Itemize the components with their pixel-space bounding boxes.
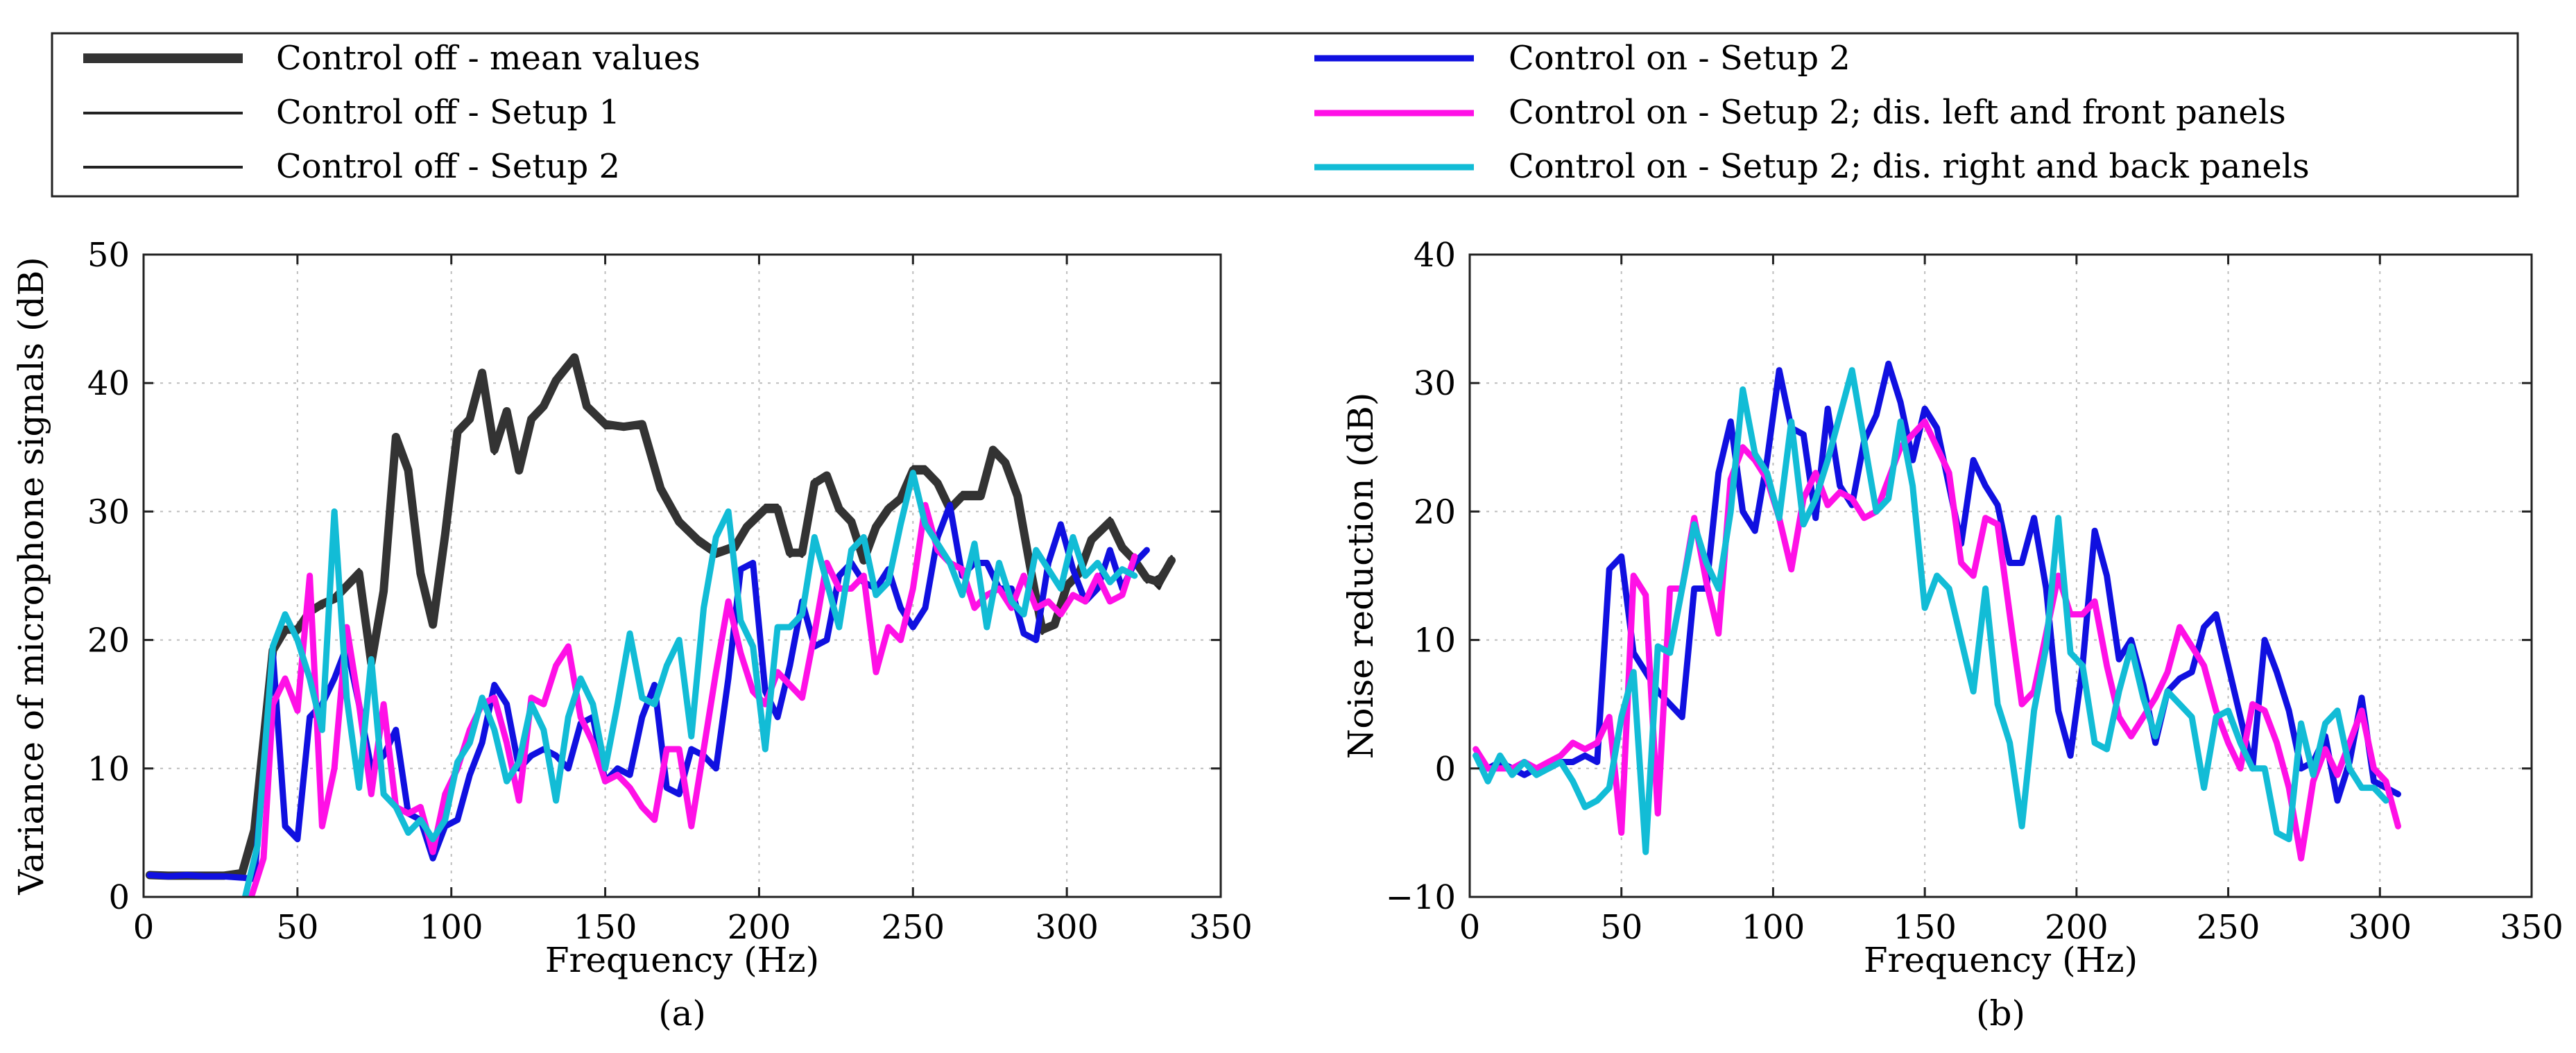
- x-tick-label: 350: [1189, 908, 1253, 947]
- x-tick-label: 50: [276, 908, 318, 947]
- plot-frame-a: [142, 253, 1222, 898]
- x-tick-label: 200: [728, 908, 791, 947]
- x-tick-label: 0: [1459, 908, 1481, 947]
- x-tick-label: 150: [574, 908, 637, 947]
- y-tick-label: 20: [87, 622, 130, 660]
- y-tick-label: 10: [1414, 622, 1456, 660]
- caption-a: (a): [658, 993, 706, 1034]
- caption-b: (b): [1976, 993, 2025, 1034]
- y-tick-label: 40: [87, 364, 130, 403]
- x-tick-label: 100: [1742, 908, 1805, 947]
- x-tick-label: 150: [1893, 908, 1957, 947]
- y-tick-label: 0: [1434, 750, 1456, 789]
- series-line-a-5: [241, 470, 1138, 897]
- grid-b: [1470, 255, 2532, 897]
- plot-frame-b: [1468, 253, 2533, 898]
- y-tick-label: 20: [1414, 493, 1456, 531]
- y-tick-label: 10: [87, 750, 130, 789]
- y-axis-label-b: Noise reduction (dB): [1341, 393, 1381, 760]
- x-tick-label: 0: [133, 908, 155, 947]
- legend-label-2: Control off - Setup 2: [276, 147, 620, 186]
- legend: Control off - mean values Control off - …: [51, 32, 2519, 198]
- y-tick-label: 30: [87, 493, 130, 531]
- x-tick-label: 200: [2045, 908, 2109, 947]
- y-tick-label: 0: [108, 878, 130, 917]
- x-axis-label-a: Frequency (Hz): [545, 940, 819, 980]
- x-tick-label: 300: [2348, 908, 2412, 947]
- series-group-a: [145, 353, 1176, 897]
- legend-label-1: Control off - Setup 1: [276, 93, 620, 132]
- legend-label-3: Control on - Setup 2: [1509, 39, 1851, 78]
- y-tick-label: −10: [1386, 878, 1456, 917]
- chart-panel-a: 0 50 100 150 200 250 300 350 0 10 20 30 40 50 Frequen…: [11, 236, 1253, 1034]
- ticks-a: 0 50 100 150 200 250 300 350 0 10 20 30 40 50: [87, 236, 1253, 947]
- x-tick-label: 50: [1600, 908, 1642, 947]
- x-tick-label: 350: [2500, 908, 2564, 947]
- series-line-b-2: [1472, 367, 2389, 855]
- legend-box: [51, 32, 2519, 198]
- grid-a: [144, 255, 1221, 897]
- y-tick-label: 30: [1414, 364, 1456, 403]
- y-tick-label: 40: [1414, 236, 1456, 275]
- legend-label-4: Control on - Setup 2; dis. left and fron…: [1509, 93, 2286, 132]
- x-tick-label: 250: [2197, 908, 2260, 947]
- x-tick-label: 300: [1035, 908, 1099, 947]
- legend-label-5: Control on - Setup 2; dis. right and bac…: [1509, 147, 2310, 186]
- x-tick-label: 100: [420, 908, 483, 947]
- y-tick-label: 50: [87, 236, 130, 275]
- x-tick-label: 250: [881, 908, 945, 947]
- y-axis-label-a: Variance of microphone signals (dB): [11, 257, 51, 896]
- x-axis-label-b: Frequency (Hz): [1864, 940, 2138, 980]
- series-group-b: [1472, 360, 2401, 862]
- legend-label-0: Control off - mean values: [276, 39, 701, 78]
